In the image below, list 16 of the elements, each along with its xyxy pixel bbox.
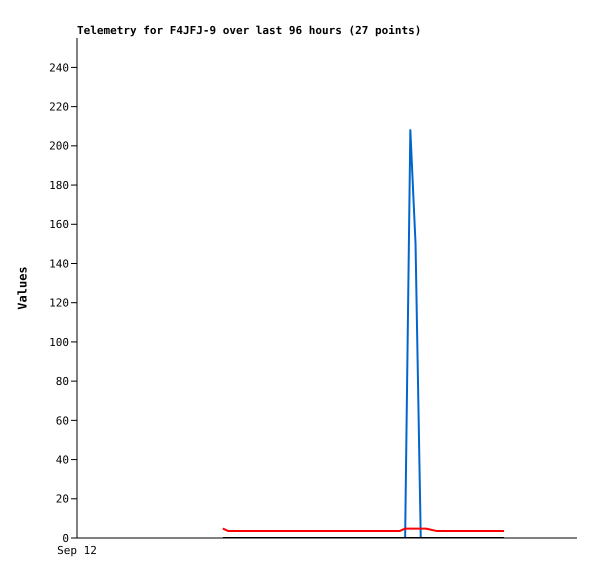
y-axis-title: Values xyxy=(15,266,30,310)
y-tick-label: 180 xyxy=(49,178,69,192)
y-tick-label: 100 xyxy=(49,336,69,349)
y-tick-label: 80 xyxy=(56,375,69,388)
y-tick-label: 200 xyxy=(49,140,69,153)
x-tick-label: Sep 12 xyxy=(57,544,97,557)
y-tick-label: 0 xyxy=(62,532,69,545)
y-tick-label: 60 xyxy=(56,414,69,428)
y-tick-label: 140 xyxy=(49,257,69,270)
y-tick-label: 20 xyxy=(56,492,69,506)
y-tick-label: 220 xyxy=(49,100,69,114)
y-tick-label: 160 xyxy=(49,218,69,232)
y-tick-label: 40 xyxy=(56,453,69,466)
y-tick-label: 240 xyxy=(49,61,69,74)
chart-title: Telemetry for F4JFJ-9 over last 96 hours (27 points) xyxy=(77,24,422,37)
y-tick-label: 120 xyxy=(49,296,69,310)
